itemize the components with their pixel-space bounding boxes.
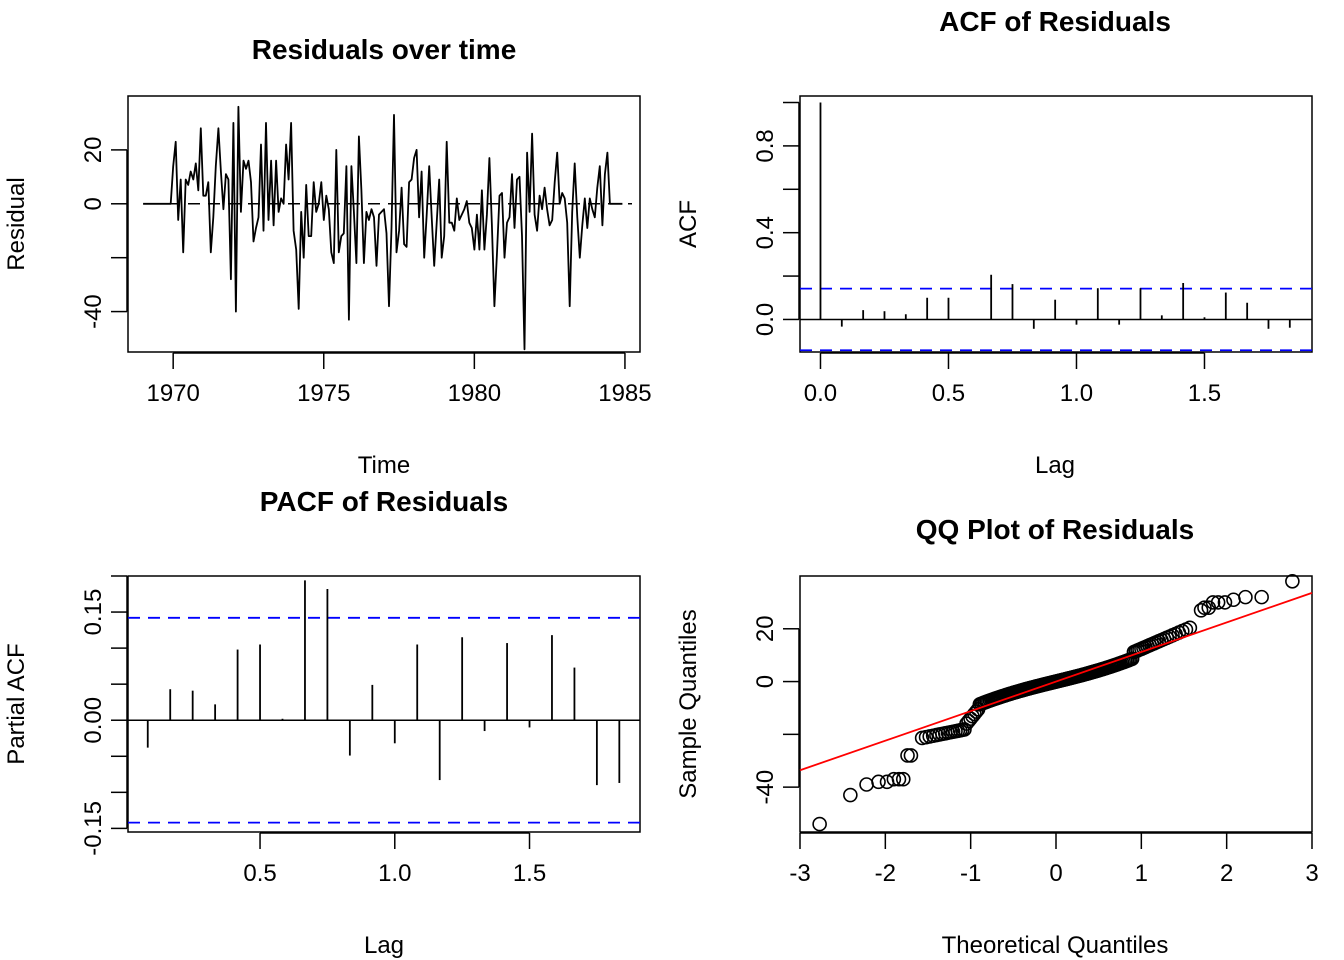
y-axis: 0.0 0.4 0.8 [752, 101, 800, 336]
qq-point [903, 748, 919, 763]
qq-point [1205, 595, 1221, 610]
y-tick-label: 0 [80, 197, 107, 210]
qq-points [812, 573, 1300, 832]
qq-point [1193, 603, 1209, 618]
y-tick-label: 20 [752, 615, 779, 642]
y-tick-label: 0.15 [80, 589, 107, 636]
x-axis: 0.5 1.0 1.5 [243, 832, 546, 887]
qq-point [1210, 595, 1226, 610]
x-tick-label: -2 [875, 860, 896, 887]
chart-title: QQ Plot of Residuals [916, 514, 1194, 545]
qq-point [1197, 600, 1212, 615]
x-axis: 1970 1975 1980 1985 [146, 352, 652, 407]
x-tick-label: 1980 [448, 380, 501, 407]
x-tick-label: 1.5 [513, 860, 546, 887]
panel-residuals: Residuals over time Time Residual 1970 19… [3, 34, 652, 479]
qq-point [859, 777, 874, 792]
acf-bars [819, 102, 1291, 329]
y-axis: -40 0 20 [80, 137, 128, 329]
y-tick-label: 0.4 [752, 216, 779, 249]
y-axis: -40 0 20 [752, 615, 800, 805]
qq-point [886, 771, 902, 787]
plot-box [127, 575, 641, 833]
qq-point [843, 787, 858, 803]
y-axis-label: Residual [3, 177, 30, 270]
qq-point [871, 774, 886, 790]
x-tick-label: 2 [1220, 860, 1233, 887]
x-tick-label: 1.5 [1188, 380, 1221, 407]
chart-title: PACF of Residuals [260, 486, 508, 517]
chart-title: ACF of Residuals [939, 6, 1171, 37]
qq-point [957, 722, 972, 737]
plot-box [799, 95, 1313, 353]
x-tick-label: 0.5 [243, 860, 276, 887]
x-tick-label: -3 [789, 860, 810, 887]
x-axis: 0.0 0.5 1.0 1.5 [804, 352, 1221, 407]
y-tick-label: -40 [80, 294, 107, 329]
qq-point [891, 771, 907, 787]
x-tick-label: 1970 [146, 380, 199, 407]
y-tick-label: 20 [80, 137, 107, 164]
qq-point [1238, 589, 1253, 605]
x-tick-label: 1 [1135, 860, 1148, 887]
qq-point [1226, 592, 1241, 608]
x-tick-label: -1 [960, 860, 981, 887]
x-axis-label: Time [358, 452, 410, 479]
y-tick-label: 0.8 [752, 129, 779, 162]
y-axis-label: Partial ACF [3, 643, 30, 764]
x-tick-label: 1985 [598, 380, 651, 407]
qq-point [895, 771, 911, 787]
pacf-bars [146, 580, 621, 786]
chart-title: Residuals over time [252, 34, 517, 65]
x-tick-label: 0.0 [804, 380, 837, 407]
x-tick-label: 0 [1049, 860, 1062, 887]
qq-point [900, 748, 915, 763]
y-tick-label: 0 [752, 675, 779, 688]
qq-point [1182, 620, 1198, 636]
y-axis-label: Sample Quantiles [675, 609, 702, 798]
x-axis-label: Theoretical Quantiles [942, 932, 1169, 959]
y-axis-label: ACF [675, 200, 702, 248]
x-tick-label: 1975 [297, 380, 350, 407]
plot-box [799, 575, 1313, 833]
qq-point [1285, 573, 1300, 589]
plot-box [127, 95, 641, 353]
qq-point [1254, 589, 1269, 605]
x-tick-label: 1.0 [1060, 380, 1093, 407]
x-tick-label: 0.5 [932, 380, 965, 407]
qq-point [812, 816, 827, 832]
x-axis-label: Lag [1035, 452, 1075, 479]
x-axis: -3 -2 -1 0 1 2 3 [789, 832, 1319, 887]
qq-point [1217, 595, 1233, 610]
residual-points [143, 107, 622, 350]
residual-series-line [143, 105, 623, 351]
y-tick-label: -0.15 [80, 801, 107, 856]
x-axis-label: Lag [364, 932, 404, 959]
panel-acf: ACF of Residuals Lag ACF 0.0 0.5 1.0 1.5 0.… [675, 6, 1313, 479]
panel-pacf: PACF of Residuals Lag Partial ACF 0.5 1.0… [3, 486, 641, 959]
y-tick-label: -40 [752, 770, 779, 805]
qq-reference-line [799, 592, 1313, 772]
panel-qq: QQ Plot of Residuals Theoretical Quantil… [675, 514, 1319, 959]
x-tick-label: 1.0 [378, 860, 411, 887]
y-tick-label: 0.0 [752, 303, 779, 336]
y-tick-label: 0.00 [80, 697, 107, 744]
x-tick-label: 3 [1305, 860, 1318, 887]
y-axis: -0.15 0.00 0.15 [80, 575, 128, 856]
